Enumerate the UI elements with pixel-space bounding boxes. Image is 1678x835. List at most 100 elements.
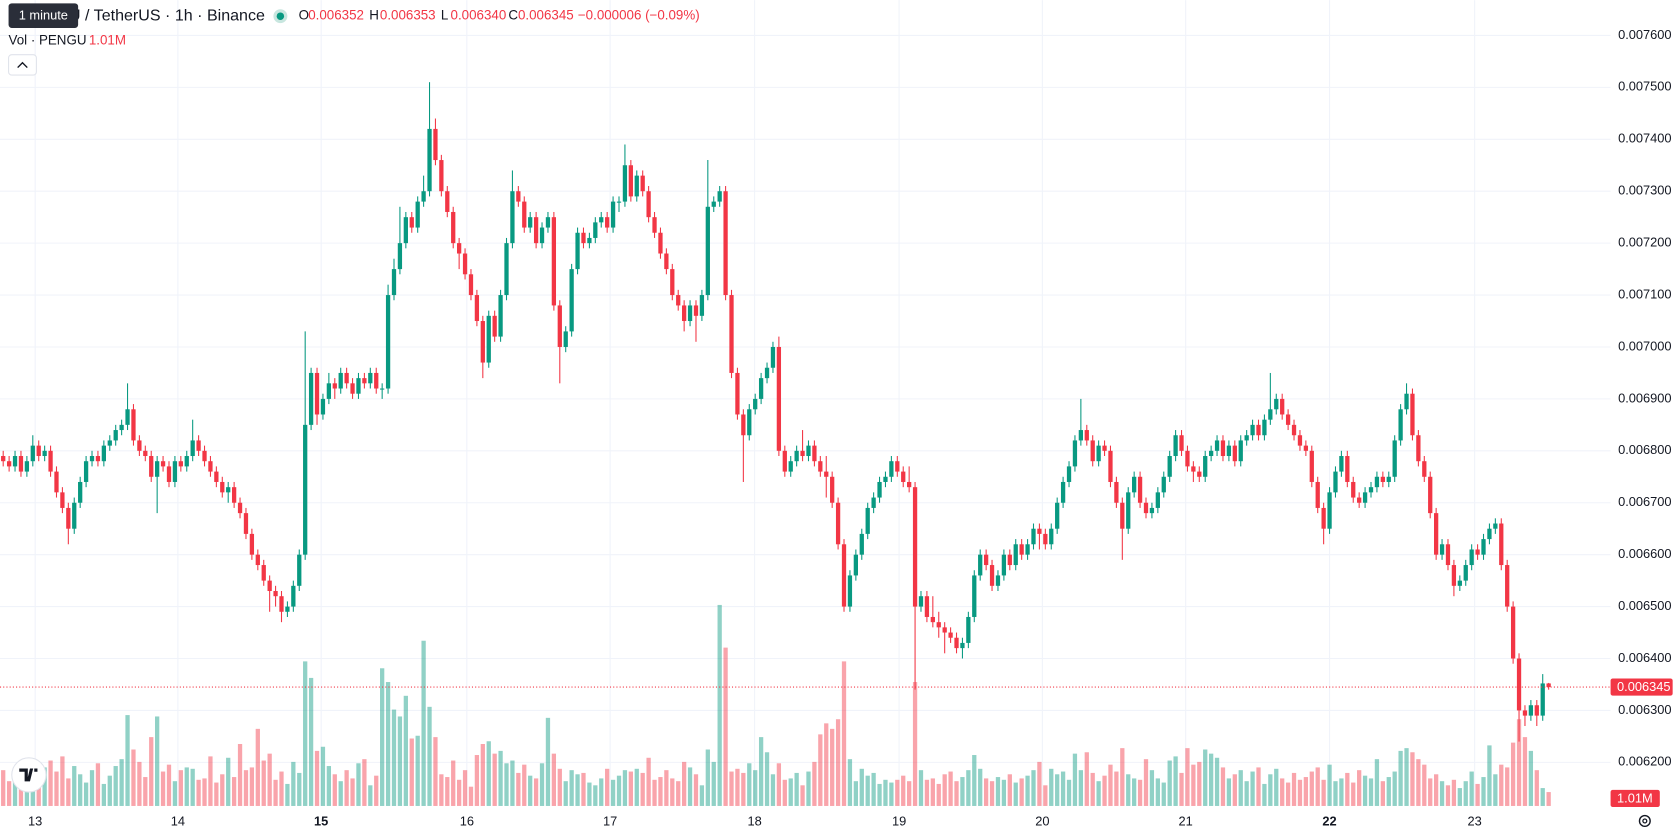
volume-bar: [184, 767, 189, 806]
volume-bar: [1078, 770, 1084, 806]
volume-bar: [865, 775, 870, 806]
candle-body: [42, 450, 47, 457]
candle-body: [1505, 565, 1510, 607]
candle-body: [1, 456, 6, 462]
volume-bar: [1155, 778, 1160, 806]
volume-bar: [95, 763, 101, 806]
candle-body: [72, 502, 77, 529]
volume-bar: [557, 768, 562, 806]
candle-body: [202, 450, 207, 462]
candle-body: [1214, 440, 1220, 451]
volume-bar: [522, 764, 527, 806]
volume-bar: [1137, 779, 1143, 806]
candle-body: [415, 201, 420, 228]
candle-body: [451, 211, 456, 244]
candle-body: [445, 191, 450, 212]
candle-body: [1197, 471, 1202, 477]
candle-body: [907, 481, 912, 488]
price-badge: [1610, 678, 1673, 696]
volume-bar: [1398, 750, 1403, 806]
candle-body: [439, 160, 444, 192]
volume-bar: [918, 770, 924, 806]
volume-bar: [1132, 778, 1137, 806]
candle-body: [101, 445, 106, 462]
candle-body: [741, 414, 746, 436]
ohlc-value: 0.006353: [380, 8, 436, 23]
settings-icon[interactable]: [1638, 814, 1651, 827]
candle-body: [190, 440, 195, 457]
volume-bar: [255, 728, 260, 806]
volume-bar: [516, 772, 521, 806]
volume-bar: [510, 760, 515, 806]
volume-bar: [409, 738, 414, 806]
volume-bar: [1084, 752, 1089, 806]
volume-bar: [72, 766, 77, 806]
candle-body: [1327, 492, 1332, 529]
candle-body: [936, 622, 941, 628]
candle-body: [865, 507, 870, 534]
candle-body: [492, 315, 497, 337]
volume-bar: [569, 770, 574, 806]
volume-bar: [1049, 768, 1054, 806]
volume-bar: [291, 761, 296, 806]
volume-bar: [1445, 785, 1451, 806]
volume-bar: [1280, 778, 1285, 806]
candle-body: [966, 616, 971, 643]
volume-bar: [433, 737, 438, 806]
volume-bar: [901, 775, 906, 806]
volume-bar: [220, 774, 225, 806]
candle-body: [1096, 445, 1101, 462]
candle-body: [711, 201, 716, 207]
candle-body: [646, 191, 651, 218]
volume-bar: [1516, 719, 1522, 806]
volume-bar: [1120, 748, 1125, 806]
price-badge-label: 0.006345: [1617, 679, 1671, 694]
volume-bar: [66, 778, 71, 806]
candle-body: [539, 227, 545, 244]
candle-body: [131, 409, 136, 441]
volume-bar: [385, 682, 391, 806]
candle-body: [498, 295, 503, 337]
volume-bar: [1090, 772, 1095, 806]
volume-bar: [1327, 764, 1332, 806]
candle-body: [1493, 523, 1498, 529]
volume-bar: [1108, 764, 1113, 806]
volume-bar: [1487, 745, 1492, 806]
candle-body: [1374, 476, 1380, 488]
volume-bar: [456, 779, 462, 806]
volume-bar: [445, 777, 450, 806]
candle-body: [397, 243, 403, 270]
candle-body: [403, 217, 408, 244]
candle-body: [18, 456, 24, 472]
volume-bar: [1232, 774, 1237, 806]
volume-bar: [1493, 774, 1498, 806]
candle-body: [1345, 456, 1350, 482]
candle-body: [1179, 435, 1184, 451]
candle-body: [1540, 683, 1545, 716]
collapse-button[interactable]: [8, 54, 37, 76]
candle-body: [1031, 528, 1036, 545]
volume-bar: [605, 768, 610, 806]
candle-body: [374, 372, 379, 389]
volume-bar: [593, 785, 598, 806]
volume-bar: [24, 785, 30, 806]
volume-bar: [1244, 781, 1249, 806]
candle-body: [658, 232, 663, 254]
candle-body: [871, 497, 876, 508]
candle-body: [942, 627, 947, 633]
candle-body: [782, 450, 787, 472]
volume-bar: [462, 770, 468, 806]
candle-body: [930, 616, 935, 623]
candle-body: [770, 346, 776, 368]
volume-badge-label: 1.01M: [1617, 790, 1653, 805]
volume-bar: [1451, 779, 1457, 806]
candle-body: [835, 502, 841, 545]
volume-bar: [830, 728, 835, 806]
volume-bar: [1410, 752, 1415, 806]
volume-bar: [214, 782, 219, 806]
volume-bar: [788, 778, 793, 806]
volume-bar: [1291, 772, 1297, 806]
x-tick-label: 17: [603, 813, 617, 828]
